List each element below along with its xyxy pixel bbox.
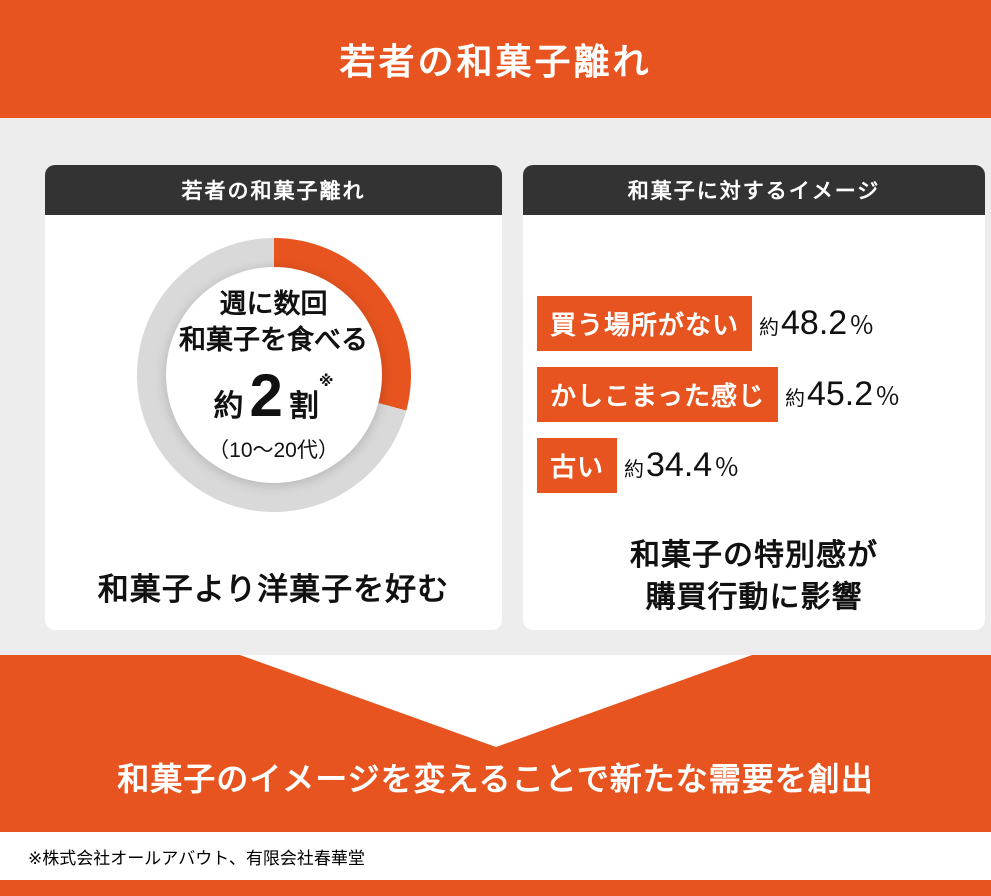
bar-label: 買う場所がない	[537, 296, 753, 351]
left-card-caption: 和菓子より洋菓子を好む	[97, 572, 450, 607]
conclusion-band: 和菓子のイメージを変えることで新たな需要を創出	[0, 655, 991, 832]
donut-value-row: 約 2 割 ※	[214, 366, 334, 426]
left-card-header-label: 若者の和菓子離れ	[181, 180, 366, 203]
donut-approx-label: 約	[213, 390, 244, 424]
donut-chart: 週に数回 和菓子を食べる 約 2 割 ※ （10〜20代）	[136, 238, 411, 512]
bar-value-suffix: ％	[714, 454, 740, 482]
bar-row: 買う場所がない 約 48.2 ％	[537, 296, 971, 351]
donut-chart-wrap: 週に数回 和菓子を食べる 約 2 割 ※ （10〜20代） 和菓子より洋菓子を好…	[45, 215, 502, 609]
bar-label: かしこまった感じ	[537, 367, 778, 422]
page-title: 若者の和菓子離れ	[339, 41, 652, 82]
bar-row: かしこまった感じ 約 45.2 ％	[537, 367, 971, 422]
bar-value: 約 34.4 ％	[624, 446, 739, 485]
bar-value-number: 48.2	[781, 304, 848, 342]
right-card-header-label: 和菓子に対するイメージ	[627, 180, 881, 203]
bar-value-prefix: 約	[784, 388, 805, 410]
bar-value-prefix: 約	[624, 459, 645, 481]
donut-unit-label: 割	[288, 390, 319, 424]
footer: ※株式会社オールアバウト、有限会社春華堂	[0, 832, 991, 880]
bar-value-suffix: ％	[875, 383, 901, 411]
right-card-caption: 和菓子の特別感が 購買行動に影響	[537, 535, 971, 619]
donut-text-line1: 週に数回	[219, 288, 328, 319]
card-youth-wagashi: 若者の和菓子離れ 週に数回 和菓子を食べる 約 2 割 ※ （10〜20代）	[45, 165, 502, 630]
header-band: 若者の和菓子離れ	[0, 0, 991, 118]
bar-label: 古い	[537, 438, 618, 493]
donut-sub-label: （10〜20代）	[208, 439, 339, 463]
bar-value-suffix: ％	[849, 312, 875, 340]
right-caption-line2: 購買行動に影響	[645, 581, 863, 614]
down-notch-icon	[239, 655, 752, 747]
main-area: 若者の和菓子離れ 週に数回 和菓子を食べる 約 2 割 ※ （10〜20代）	[0, 118, 991, 655]
bar-value: 約 48.2 ％	[759, 304, 874, 343]
source-footnote: ※株式会社オールアバウト、有限会社春華堂	[28, 848, 365, 868]
bar-value-number: 45.2	[806, 375, 874, 413]
donut-inner: 週に数回 和菓子を食べる 約 2 割 ※ （10〜20代）	[165, 267, 382, 483]
footnote-mark-icon: ※	[318, 373, 334, 391]
right-caption-line1: 和菓子の特別感が	[630, 539, 878, 572]
bottom-accent-bar	[0, 880, 991, 896]
donut-big-number: 2	[249, 362, 283, 430]
bar-value: 約 45.2 ％	[785, 375, 900, 414]
card-wagashi-image: 和菓子に対するイメージ 買う場所がない 約 48.2 ％ かしこまった感じ 約 …	[523, 165, 985, 630]
bar-value-number: 34.4	[646, 446, 713, 484]
donut-text-line2: 和菓子を食べる	[179, 325, 368, 355]
left-card-header: 若者の和菓子離れ	[45, 165, 502, 215]
conclusion-text: 和菓子のイメージを変えることで新たな需要を創出	[117, 761, 874, 797]
right-card-header: 和菓子に対するイメージ	[523, 165, 985, 215]
bar-row: 古い 約 34.4 ％	[537, 438, 971, 493]
bar-chart: 買う場所がない 約 48.2 ％ かしこまった感じ 約 45.2 ％	[523, 215, 985, 619]
bar-value-prefix: 約	[759, 317, 780, 339]
